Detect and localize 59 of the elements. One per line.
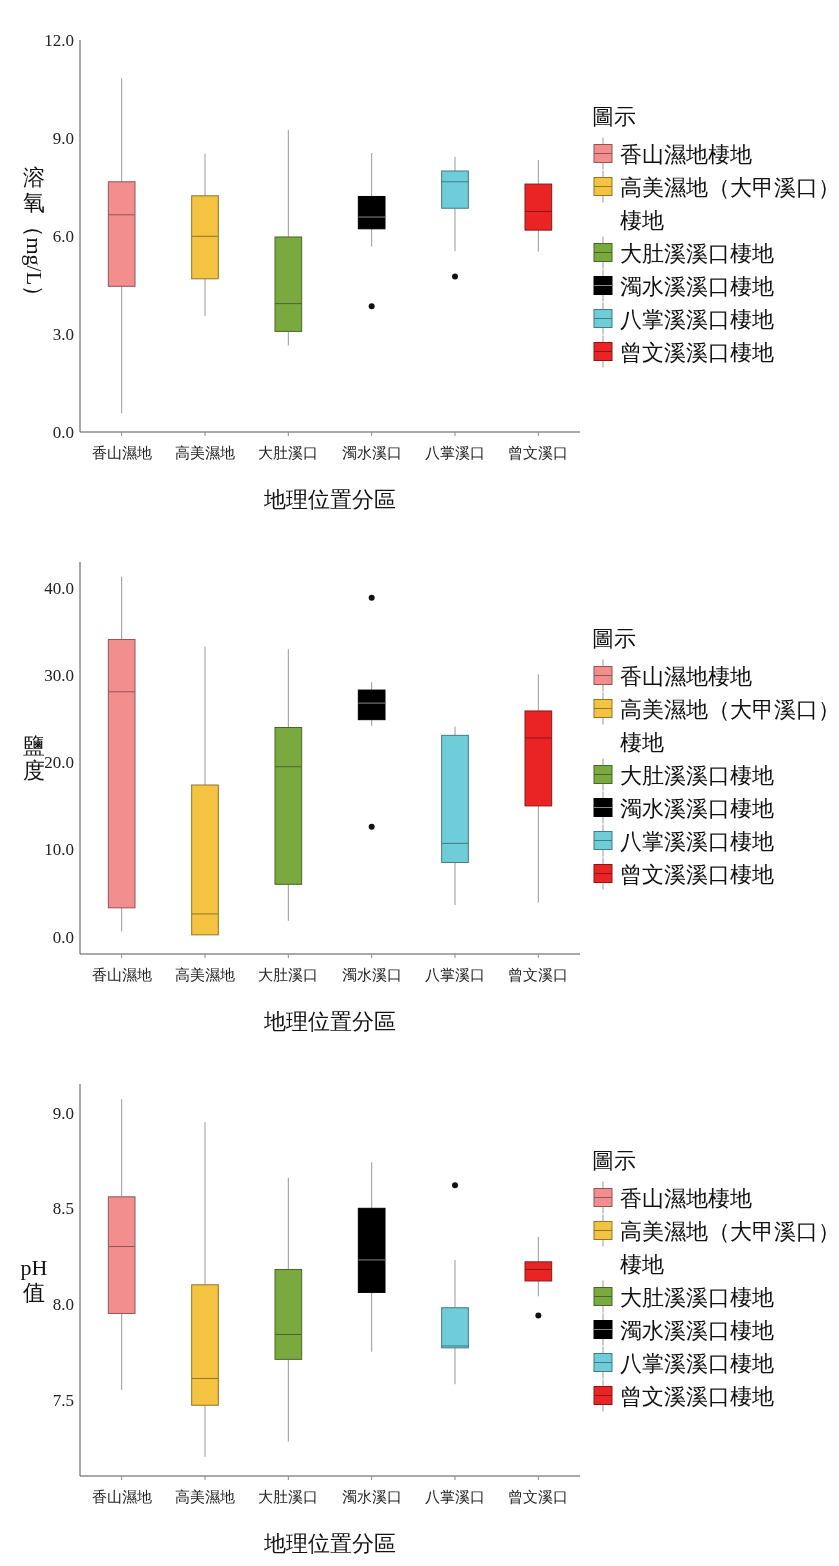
y-tick-label: 9.0 xyxy=(52,1103,74,1123)
y-tick-label: 0.0 xyxy=(52,927,74,947)
y-tick-label: 30.0 xyxy=(44,666,74,686)
x-tick-label: 香山濕地 xyxy=(91,967,152,983)
legend-label: 濁水溪溪口棲地 xyxy=(620,1317,774,1343)
y-axis-title: 溶氧（mg/L） xyxy=(21,164,47,308)
legend-title: 圖示 xyxy=(592,103,636,129)
x-tick-label: 曾文溪口 xyxy=(508,445,569,461)
legend-label: 香山濕地棲地 xyxy=(620,663,752,689)
x-tick-label: 大肚溪口 xyxy=(258,445,319,461)
x-tick-label: 高美濕地 xyxy=(175,1489,235,1505)
legend-label: 大肚溪溪口棲地 xyxy=(620,1284,774,1310)
legend-label: 八掌溪溪口棲地 xyxy=(620,306,774,332)
x-axis-title: 地理位置分區 xyxy=(263,487,396,512)
y-tick-label: 9.0 xyxy=(52,129,74,148)
x-tick-label: 八掌溪口 xyxy=(425,1489,485,1505)
y-tick-label: 8.0 xyxy=(52,1294,74,1314)
x-tick-label: 八掌溪口 xyxy=(425,445,485,461)
x-tick-label: 高美濕地 xyxy=(175,967,235,983)
legend-label: 高美濕地（大甲溪口）棲地 xyxy=(620,174,839,233)
legend-label: 香山濕地棲地 xyxy=(620,141,752,167)
legend-title: 圖示 xyxy=(592,625,636,651)
x-tick-label: 香山濕地 xyxy=(91,445,152,461)
y-tick-label: 0.0 xyxy=(52,423,74,442)
x-tick-label: 香山濕地 xyxy=(91,1489,152,1505)
x-tick-label: 濁水溪口 xyxy=(341,1489,402,1505)
legend-label: 八掌溪溪口棲地 xyxy=(620,1350,774,1376)
y-axis-title: 鹽度 xyxy=(23,732,45,784)
legend-label: 香山濕地棲地 xyxy=(620,1185,752,1211)
legend-label: 曾文溪溪口棲地 xyxy=(620,1383,774,1409)
x-tick-label: 曾文溪口 xyxy=(508,1489,569,1505)
legend-label: 八掌溪溪口棲地 xyxy=(620,828,774,854)
x-tick-label: 高美濕地 xyxy=(175,445,235,461)
y-tick-label: 3.0 xyxy=(52,325,74,344)
legend-label: 高美濕地（大甲溪口）棲地 xyxy=(620,1218,839,1277)
x-axis-title: 地理位置分區 xyxy=(263,1531,396,1556)
y-tick-label: 8.5 xyxy=(52,1199,74,1219)
x-tick-label: 濁水溪口 xyxy=(341,445,402,461)
legend-label: 曾文溪溪口棲地 xyxy=(620,339,774,365)
x-tick-label: 曾文溪口 xyxy=(508,967,569,983)
legend-label: 濁水溪溪口棲地 xyxy=(620,273,774,299)
x-tick-label: 大肚溪口 xyxy=(258,967,319,983)
legend-label: 濁水溪溪口棲地 xyxy=(620,795,774,821)
x-tick-label: 大肚溪口 xyxy=(258,1489,319,1505)
x-tick-label: 八掌溪口 xyxy=(425,967,485,983)
legend-label: 曾文溪溪口棲地 xyxy=(620,861,774,887)
y-axis-title: pH值 xyxy=(20,1254,48,1306)
y-tick-label: 10.0 xyxy=(44,840,74,860)
y-tick-label: 6.0 xyxy=(52,227,74,246)
y-tick-label: 20.0 xyxy=(44,753,74,773)
legend-label: 高美濕地（大甲溪口）棲地 xyxy=(620,696,839,755)
y-tick-label: 12.0 xyxy=(44,31,74,50)
y-tick-label: 7.5 xyxy=(52,1390,74,1410)
x-tick-label: 濁水溪口 xyxy=(341,967,402,983)
x-axis-title: 地理位置分區 xyxy=(263,1009,396,1034)
y-tick-label: 40.0 xyxy=(44,579,74,599)
legend-label: 大肚溪溪口棲地 xyxy=(620,762,774,788)
legend-title: 圖示 xyxy=(592,1147,636,1173)
legend-label: 大肚溪溪口棲地 xyxy=(620,240,774,266)
